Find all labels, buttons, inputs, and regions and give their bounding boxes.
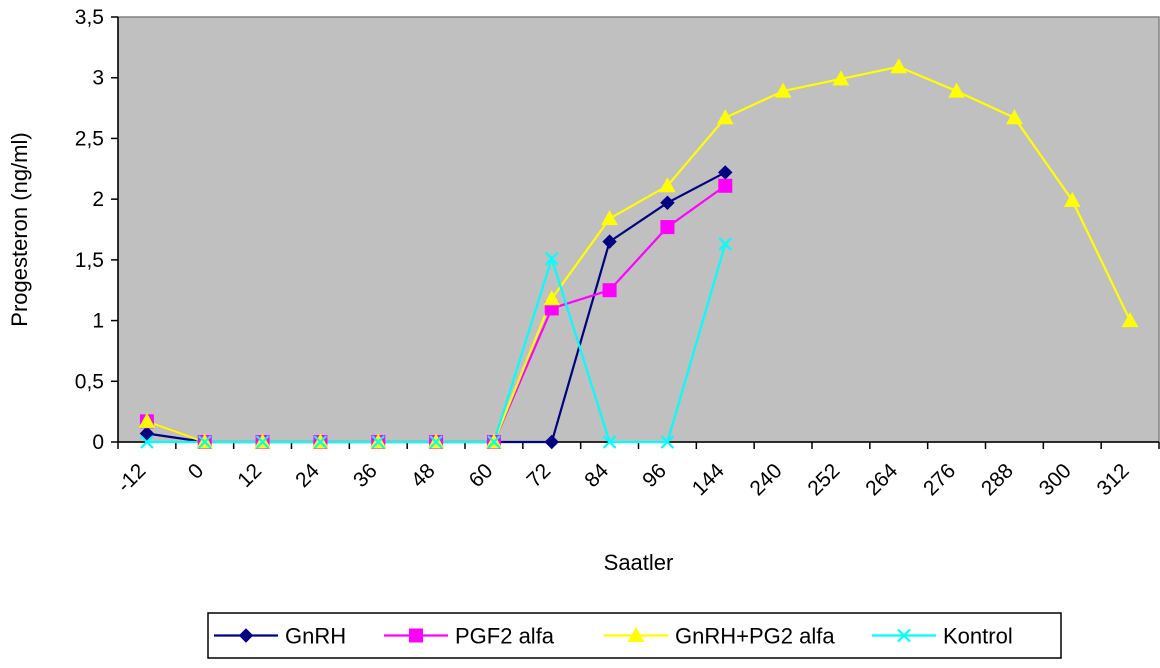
y-tick-label: 1 [92,310,104,333]
x-tick-label: -12 [113,459,151,497]
x-tick-label: 144 [688,459,729,500]
x-tick-label: 240 [746,459,787,500]
data-point-gnrh [139,426,155,441]
y-tick-label: 0 [92,431,104,454]
data-point-pgf2-alfa [602,283,617,298]
x-tick-label: 24 [291,459,324,492]
data-point-pgf2-alfa [718,178,733,193]
data-point-kontrol [255,435,270,449]
data-point-gnrh [544,434,559,450]
x-axis-title: Saatler [604,550,674,575]
series-markers [138,58,1139,450]
data-point-kontrol [429,435,443,449]
plot-area [117,16,1160,443]
legend-label: GnRH+PG2 alfa [675,624,835,649]
data-point-gnrh-pg2-alfa [890,58,908,74]
data-point-gnrh-pg2-alfa [1121,312,1139,328]
data-point-gnrh-pg2-alfa [774,82,792,98]
x-tick-label: 288 [977,459,1018,500]
x-axis: -12 0 12 24 36 48 60 72 84 96 144 240 252 264 276 288 30… [113,441,1160,500]
legend-label: GnRH [285,624,346,649]
legend-item-gnrh-pg2-alfa: GnRH+PG2 alfa [604,624,835,649]
legend-swatch-marker [897,628,911,643]
legend: GnRH PGF2 alfa GnRH+PG2 alfa Kontrol [207,612,1062,659]
y-axis-title: Progesteron (ng/ml) [7,132,32,326]
legend-swatch-marker [627,626,645,642]
y-tick-label: 3 [92,67,104,90]
x-tick-label: 264 [861,459,902,500]
legend-item-pgf2-alfa: PGF2 alfa [384,624,555,649]
data-point-kontrol [197,435,212,449]
data-point-gnrh-pg2-alfa [659,177,676,193]
data-point-kontrol [371,435,386,449]
y-tick-label: 0,5 [75,370,104,393]
y-tick-label: 2 [92,188,104,211]
y-tick-label: 1,5 [75,249,104,272]
data-point-pgf2-alfa [660,220,675,235]
data-point-gnrh [602,234,617,249]
legend-item-kontrol: Kontrol [872,624,1013,649]
x-tick-label: 300 [1035,459,1076,500]
x-tick-label: 312 [1093,459,1134,500]
data-point-kontrol [660,435,675,449]
legend-swatch-marker [409,628,423,643]
data-point-gnrh-pg2-alfa [543,290,561,306]
x-tick-label: 72 [523,459,556,492]
x-tick-label: 12 [233,459,266,492]
y-axis: 0 0,5 1 1,5 2 2,5 3 3,5 [75,6,119,454]
data-point-gnrh [660,195,675,210]
data-point-kontrol [544,251,559,266]
data-point-kontrol [718,237,733,251]
x-tick-label: 48 [407,459,440,492]
y-tick-label: 2,5 [75,127,104,150]
legend-label: Kontrol [943,624,1013,649]
x-tick-label: 36 [349,459,382,492]
data-point-gnrh-pg2-alfa [716,109,734,125]
legend-label: PGF2 alfa [455,624,555,649]
x-tick-label: 96 [638,459,671,492]
x-tick-label: 252 [803,459,844,500]
data-point-kontrol [487,435,501,449]
x-tick-label: 84 [580,459,613,492]
y-tick-label: 3,5 [75,6,104,29]
data-point-kontrol [313,435,328,449]
data-point-gnrh-pg2-alfa [138,412,156,428]
x-tick-label: 60 [465,459,498,492]
data-point-gnrh-pg2-alfa [1063,191,1081,207]
x-tick-label: 0 [184,459,209,484]
data-point-gnrh-pg2-alfa [601,210,618,226]
data-point-gnrh-pg2-alfa [1006,109,1023,125]
legend-item-gnrh: GnRH [214,624,346,649]
data-point-kontrol [140,435,154,449]
data-point-gnrh-pg2-alfa [948,82,965,98]
data-point-kontrol [602,435,617,449]
x-tick-label: 276 [919,459,960,500]
data-point-gnrh-pg2-alfa [832,70,850,86]
legend-swatch-marker [238,628,254,643]
